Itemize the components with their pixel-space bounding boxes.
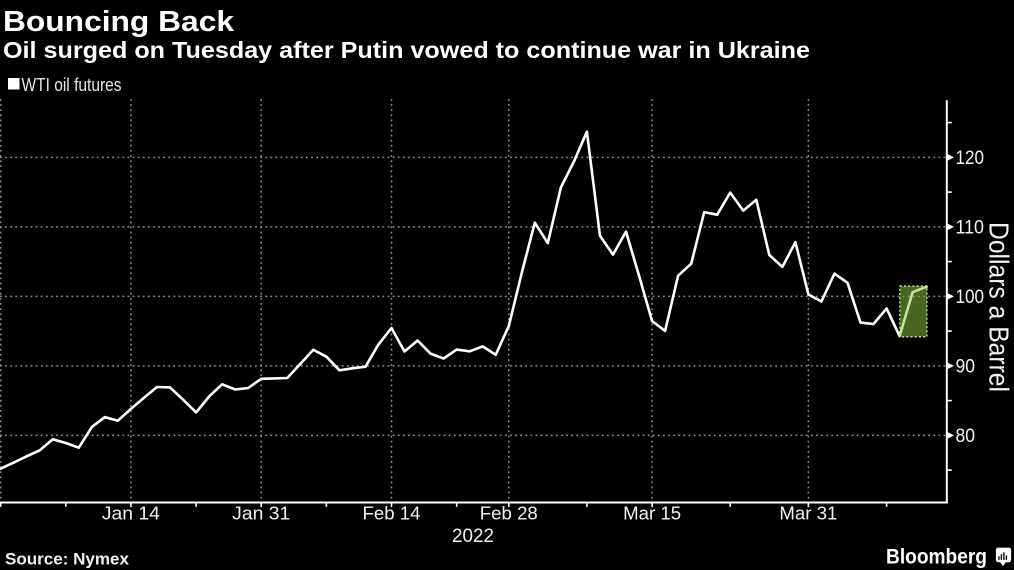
svg-text:Feb 14: Feb 14	[363, 503, 421, 524]
svg-text:2022: 2022	[452, 525, 494, 547]
svg-text:Mar 31: Mar 31	[779, 503, 837, 524]
svg-text:Oil surged on Tuesday after Pu: Oil surged on Tuesday after Putin vowed …	[3, 37, 810, 63]
svg-text:100: 100	[956, 287, 985, 308]
svg-text:Bloomberg: Bloomberg	[886, 545, 987, 569]
svg-text:Jan 31: Jan 31	[232, 503, 290, 524]
svg-text:110: 110	[956, 218, 985, 239]
svg-text:Jan 14: Jan 14	[102, 503, 160, 524]
svg-text:Bouncing Back: Bouncing Back	[3, 6, 235, 38]
svg-text:120: 120	[956, 148, 985, 169]
svg-text:90: 90	[956, 357, 976, 378]
svg-text:Feb 28: Feb 28	[480, 503, 538, 524]
svg-text:Mar 15: Mar 15	[623, 503, 681, 524]
svg-text:Dollars a Barrel: Dollars a Barrel	[984, 222, 1014, 392]
svg-text:80: 80	[956, 426, 976, 447]
svg-text:Source: Nymex: Source: Nymex	[5, 549, 130, 568]
svg-text:WTI oil futures: WTI oil futures	[22, 75, 122, 95]
